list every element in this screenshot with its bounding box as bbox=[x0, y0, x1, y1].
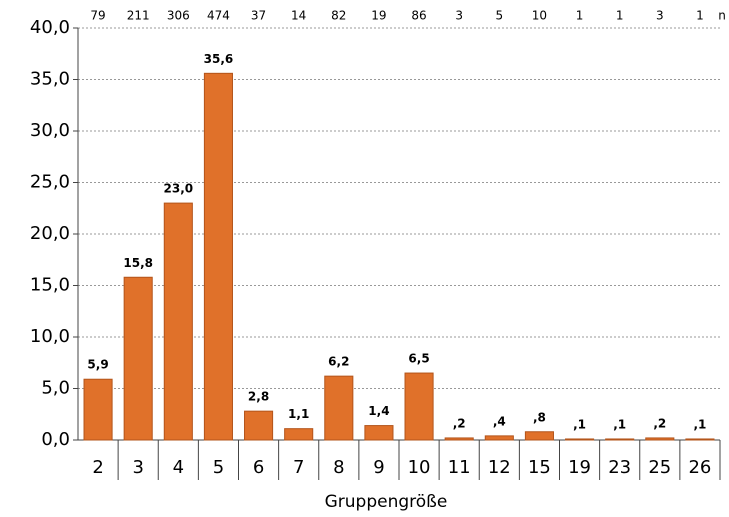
bar bbox=[645, 437, 675, 441]
y-tick-label: 10,0 bbox=[30, 326, 70, 347]
value-label: ,1 bbox=[573, 417, 586, 431]
count-label: 82 bbox=[331, 9, 346, 23]
x-tick-label: 11 bbox=[448, 457, 471, 478]
bar bbox=[364, 425, 394, 441]
x-tick-label: 10 bbox=[408, 457, 431, 478]
bar bbox=[83, 378, 113, 441]
value-label: ,1 bbox=[693, 417, 706, 431]
y-tick-label: 40,0 bbox=[30, 17, 70, 38]
y-tick-label: 15,0 bbox=[30, 275, 70, 296]
y-tick-label: 0,0 bbox=[41, 429, 70, 450]
bar bbox=[284, 428, 314, 441]
y-tick-label: 30,0 bbox=[30, 120, 70, 141]
bar bbox=[163, 202, 193, 441]
x-tick-label: 25 bbox=[648, 457, 671, 478]
count-label: 5 bbox=[495, 9, 503, 23]
x-tick-label: 23 bbox=[608, 457, 631, 478]
value-label: 1,1 bbox=[288, 407, 309, 421]
count-label: 19 bbox=[371, 9, 386, 23]
x-tick-label: 5 bbox=[213, 457, 224, 478]
count-label: 1 bbox=[696, 9, 704, 23]
x-tick-label: 4 bbox=[173, 457, 184, 478]
count-label: 306 bbox=[167, 9, 190, 23]
x-tick-label: 9 bbox=[373, 457, 384, 478]
bar bbox=[123, 276, 153, 441]
bar bbox=[605, 438, 635, 441]
bar bbox=[324, 375, 354, 441]
bar bbox=[685, 438, 715, 441]
count-label: 3 bbox=[455, 9, 463, 23]
y-tick-label: 20,0 bbox=[30, 223, 70, 244]
x-tick-label: 12 bbox=[488, 457, 511, 478]
count-label: 211 bbox=[127, 9, 150, 23]
x-tick-label: 8 bbox=[333, 457, 344, 478]
value-label: 1,4 bbox=[368, 404, 389, 418]
bar bbox=[565, 438, 595, 441]
x-tick-label: 2 bbox=[92, 457, 103, 478]
bar bbox=[484, 435, 514, 441]
bar bbox=[203, 72, 233, 441]
count-label: 86 bbox=[411, 9, 426, 23]
count-label: 3 bbox=[656, 9, 664, 23]
x-tick-label: 3 bbox=[132, 457, 143, 478]
count-label: 10 bbox=[532, 9, 547, 23]
value-label: 15,8 bbox=[123, 256, 153, 270]
x-tick-label: 6 bbox=[253, 457, 264, 478]
value-label: 6,5 bbox=[408, 352, 429, 366]
count-label: 14 bbox=[291, 9, 306, 23]
x-axis-label: Gruppengröße bbox=[325, 492, 448, 512]
x-tick-label: 19 bbox=[568, 457, 591, 478]
bar bbox=[404, 372, 434, 441]
value-label: ,2 bbox=[453, 416, 466, 430]
count-label: 1 bbox=[616, 9, 624, 23]
bar bbox=[524, 431, 554, 441]
count-label: 37 bbox=[251, 9, 266, 23]
y-tick-label: 25,0 bbox=[30, 172, 70, 193]
y-tick-label: 5,0 bbox=[41, 378, 70, 399]
value-label: ,4 bbox=[493, 414, 506, 428]
value-label: 6,2 bbox=[328, 355, 349, 369]
value-label: 23,0 bbox=[164, 182, 194, 196]
value-label: ,2 bbox=[653, 416, 666, 430]
count-label: 1 bbox=[576, 9, 584, 23]
value-label: 5,9 bbox=[87, 358, 108, 372]
value-label: 35,6 bbox=[204, 52, 234, 66]
value-label: ,1 bbox=[613, 417, 626, 431]
value-label: ,8 bbox=[533, 410, 546, 424]
bar bbox=[444, 437, 474, 441]
value-label: 2,8 bbox=[248, 390, 269, 404]
y-tick-label: 35,0 bbox=[30, 69, 70, 90]
count-label: 79 bbox=[90, 9, 105, 23]
bar bbox=[244, 410, 274, 441]
count-header: n bbox=[718, 9, 726, 23]
x-tick-label: 26 bbox=[688, 457, 711, 478]
x-tick-label: 15 bbox=[528, 457, 551, 478]
count-label: 474 bbox=[207, 9, 230, 23]
x-tick-label: 7 bbox=[293, 457, 304, 478]
